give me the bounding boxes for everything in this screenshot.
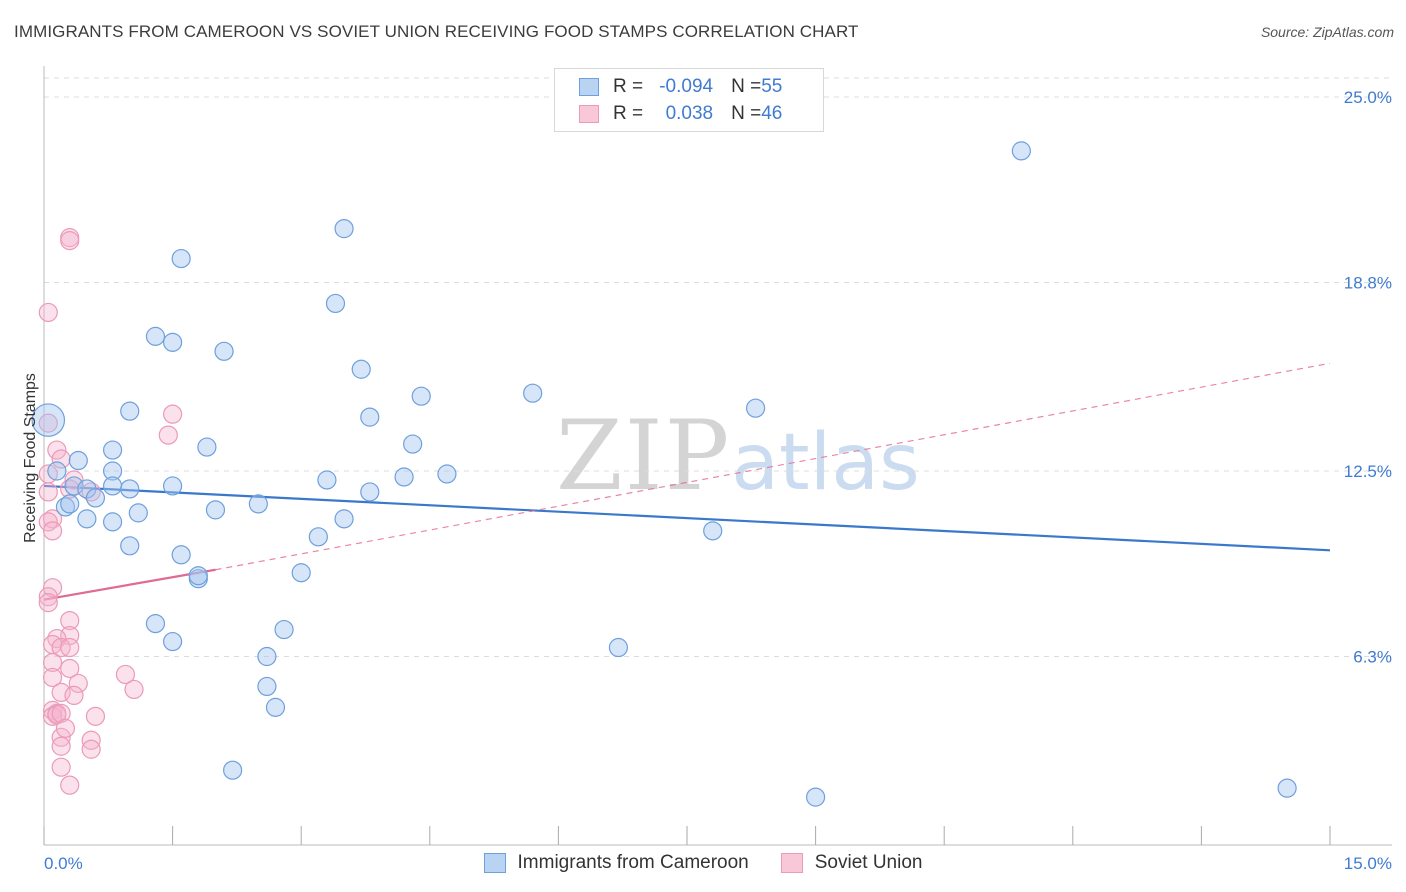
point-cameroon xyxy=(1278,779,1296,797)
point-cameroon xyxy=(335,220,353,238)
point-cameroon xyxy=(215,342,233,360)
point-soviet-union xyxy=(164,405,182,423)
point-soviet-union xyxy=(61,776,79,794)
legend-row-cameroon: R = -0.094 N = 55 xyxy=(555,73,782,100)
data-points xyxy=(32,142,1296,806)
legend-item-cameroon: Immigrants from Cameroon xyxy=(484,852,749,874)
legend-r-label: R = xyxy=(613,76,643,98)
point-cameroon xyxy=(412,387,430,405)
legend-swatch-blue xyxy=(579,78,599,96)
point-cameroon xyxy=(164,477,182,495)
point-cameroon xyxy=(104,477,122,495)
point-cameroon xyxy=(395,468,413,486)
point-cameroon xyxy=(335,510,353,528)
point-cameroon xyxy=(121,402,139,420)
y-tick-label: 6.3% xyxy=(1353,648,1392,667)
point-cameroon xyxy=(326,294,344,312)
y-tick-label: 18.8% xyxy=(1344,274,1392,293)
series-legend: Immigrants from Cameroon Soviet Union xyxy=(0,852,1406,874)
legend-row-soviet: R = 0.038 N = 46 xyxy=(555,100,782,127)
legend-swatch-pink xyxy=(781,853,803,873)
point-cameroon xyxy=(249,495,267,513)
point-cameroon xyxy=(258,677,276,695)
stats-legend: R = -0.094 N = 55 R = 0.038 N = 46 xyxy=(554,68,824,132)
point-cameroon xyxy=(78,510,96,528)
legend-swatch-pink xyxy=(579,105,599,123)
legend-label-cameroon: Immigrants from Cameroon xyxy=(518,852,749,874)
legend-label-soviet: Soviet Union xyxy=(815,852,923,874)
point-cameroon xyxy=(146,327,164,345)
y-tick-label: 12.5% xyxy=(1344,462,1392,481)
point-soviet-union xyxy=(44,522,62,540)
point-cameroon xyxy=(275,621,293,639)
legend-swatch-blue xyxy=(484,853,506,873)
point-cameroon xyxy=(48,462,66,480)
point-soviet-union xyxy=(56,719,74,737)
point-soviet-union xyxy=(159,426,177,444)
point-cameroon xyxy=(361,483,379,501)
point-cameroon xyxy=(404,435,422,453)
point-cameroon xyxy=(1012,142,1030,160)
point-soviet-union xyxy=(39,594,57,612)
legend-n-value: 46 xyxy=(761,103,782,125)
y-axis-label: Receiving Food Stamps xyxy=(22,373,39,543)
point-cameroon xyxy=(258,648,276,666)
point-soviet-union xyxy=(86,707,104,725)
point-soviet-union xyxy=(61,639,79,657)
point-cameroon xyxy=(129,504,147,522)
point-soviet-union xyxy=(82,740,100,758)
trend-line-soviet-dashed xyxy=(215,363,1330,569)
point-cameroon xyxy=(121,480,139,498)
point-soviet-union xyxy=(52,737,70,755)
legend-r-label: R = xyxy=(613,103,643,125)
tick-labels: 6.3% 12.5% 18.8% 25.0% 0.0% 15.0% xyxy=(44,88,1392,873)
legend-r-value: 0.038 xyxy=(643,103,713,125)
legend-n-label: N = xyxy=(731,76,761,98)
point-cameroon xyxy=(164,633,182,651)
scatter-chart: 6.3%12.5%18.8%25.0%0.0% 15.0% Receiving F… xyxy=(0,0,1406,892)
legend-item-soviet: Soviet Union xyxy=(781,852,923,874)
trend-line-cameroon xyxy=(44,486,1330,550)
point-cameroon xyxy=(266,698,284,716)
point-cameroon xyxy=(292,564,310,582)
point-cameroon xyxy=(104,513,122,531)
point-cameroon xyxy=(61,495,79,513)
point-cameroon xyxy=(704,522,722,540)
point-cameroon xyxy=(164,333,182,351)
point-cameroon xyxy=(172,546,190,564)
point-soviet-union xyxy=(52,758,70,776)
point-cameroon xyxy=(524,384,542,402)
point-cameroon xyxy=(198,438,216,456)
point-cameroon xyxy=(206,501,224,519)
grid xyxy=(44,78,1392,657)
trend-lines xyxy=(44,363,1330,599)
point-cameroon xyxy=(309,528,327,546)
point-soviet-union xyxy=(39,483,57,501)
point-soviet-union xyxy=(125,680,143,698)
legend-r-value: -0.094 xyxy=(643,76,713,98)
point-cameroon xyxy=(747,399,765,417)
point-cameroon xyxy=(69,452,87,470)
point-soviet-union xyxy=(65,686,83,704)
point-cameroon xyxy=(361,408,379,426)
point-cameroon xyxy=(224,761,242,779)
point-cameroon xyxy=(438,465,456,483)
legend-n-value: 55 xyxy=(761,76,782,98)
y-tick-label: 25.0% xyxy=(1344,88,1392,107)
point-cameroon xyxy=(807,788,825,806)
point-cameroon xyxy=(609,639,627,657)
point-cameroon xyxy=(318,471,336,489)
point-cameroon xyxy=(86,489,104,507)
legend-n-label: N = xyxy=(731,103,761,125)
point-cameroon xyxy=(352,360,370,378)
point-soviet-union xyxy=(61,232,79,250)
point-cameroon xyxy=(189,567,207,585)
point-cameroon xyxy=(172,250,190,268)
point-soviet-union xyxy=(39,303,57,321)
point-cameroon xyxy=(104,441,122,459)
axes xyxy=(44,66,1392,845)
point-cameroon xyxy=(146,615,164,633)
point-cameroon xyxy=(121,537,139,555)
